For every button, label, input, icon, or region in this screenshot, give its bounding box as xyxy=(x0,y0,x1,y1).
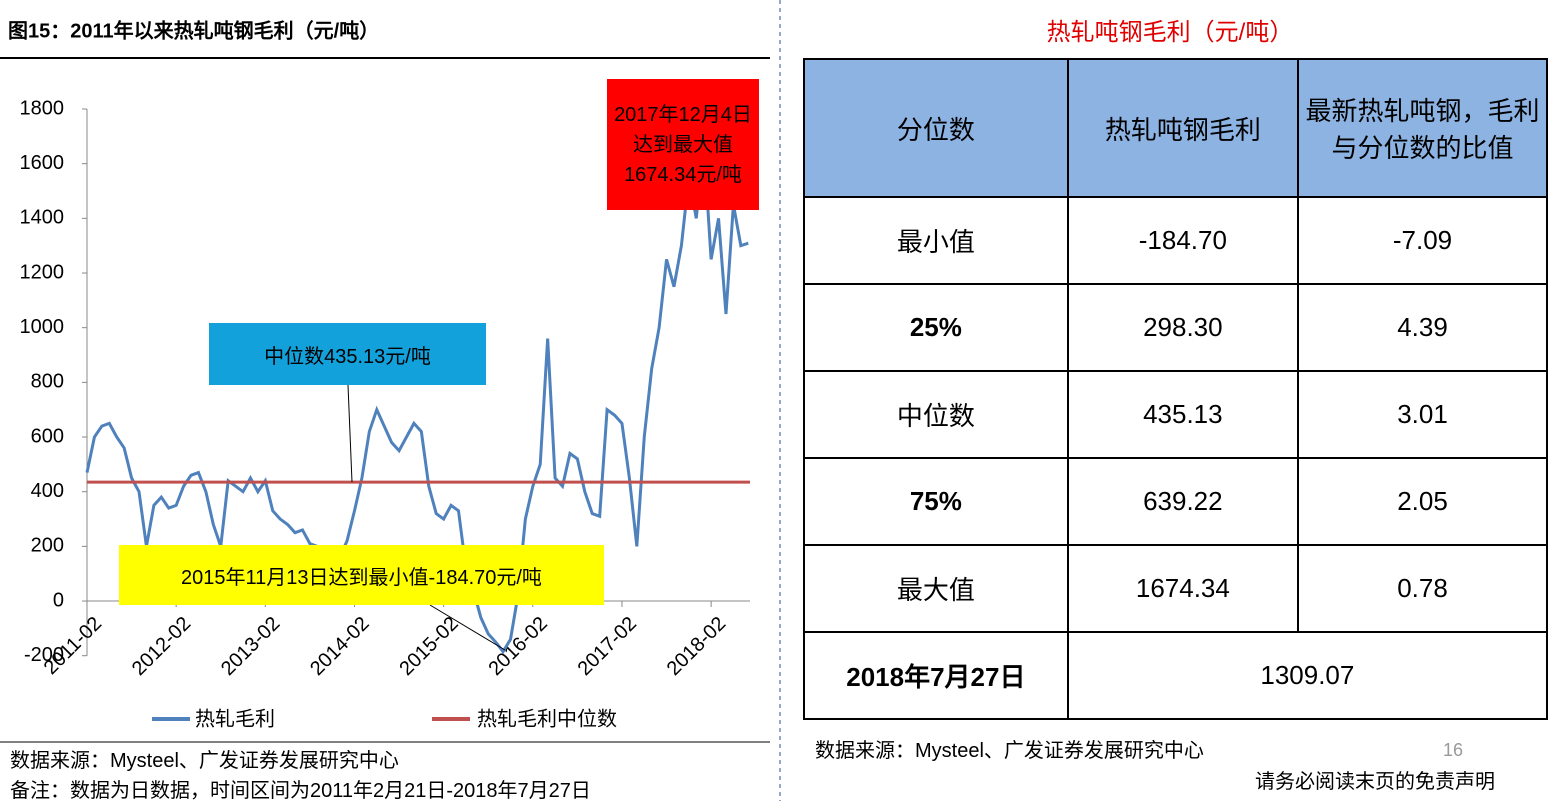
cell: 435.13 xyxy=(1066,370,1300,459)
x-tick-label: 2013-02 xyxy=(217,613,284,680)
y-tick-label: 1400 xyxy=(20,207,65,229)
y-tick-label: -200 xyxy=(24,644,64,666)
cell: 中位数 xyxy=(803,370,1069,459)
cell: 4.39 xyxy=(1297,283,1548,372)
cell: 25% xyxy=(803,283,1069,372)
row: 25% 298.30 4.39 xyxy=(803,283,1548,372)
header-row: 分位数 热轧吨钢毛利 最新热轧吨钢，毛利与分位数的比值 xyxy=(803,58,1548,198)
header-cell: 最新热轧吨钢，毛利与分位数的比值 xyxy=(1297,58,1548,198)
cell: 3.01 xyxy=(1297,370,1548,459)
y-tick-label: 0 xyxy=(53,589,64,611)
x-tick-label: 2018-02 xyxy=(663,613,730,680)
row: 75% 639.22 2.05 xyxy=(803,457,1548,546)
y-tick-label: 400 xyxy=(31,480,64,502)
y-tick-label: 200 xyxy=(31,535,64,557)
cell: 639.22 xyxy=(1066,457,1300,546)
y-tick-label: 1600 xyxy=(20,152,65,174)
y-tick-label: 1000 xyxy=(20,316,65,338)
median-annotation: 中位数435.13元/吨 xyxy=(209,323,486,385)
disclaimer: 请务必阅读末页的免责声明 xyxy=(1255,771,1495,793)
cell: 0.78 xyxy=(1297,544,1548,633)
cell: 1674.34 xyxy=(1066,544,1300,633)
chart-title: 图15：2011年以来热轧吨钢毛利（元/吨） xyxy=(8,18,379,42)
min-annotation: 2015年11月13日达到最小值-184.70元/吨 xyxy=(119,545,604,605)
header-cell: 热轧吨钢毛利 xyxy=(1066,58,1300,198)
table-source: 数据来源：Mysteel、广发证券发展研究中心 xyxy=(815,740,1204,762)
y-tick-label: 1800 xyxy=(20,97,65,119)
cell: -184.70 xyxy=(1066,196,1300,285)
x-tick-label: 2017-02 xyxy=(574,613,641,680)
page-number: 16 xyxy=(1443,740,1464,760)
leader xyxy=(429,604,506,651)
source-note: 数据来源：Mysteel、广发证券发展研究中心 xyxy=(10,750,399,772)
row: 中位数 435.13 3.01 xyxy=(803,370,1548,459)
x-tick-label: 2012-02 xyxy=(128,613,195,680)
cell: 1309.07 xyxy=(1066,631,1549,720)
legend-label: 热轧毛利中位数 xyxy=(477,707,617,730)
row: 最小值 -184.70 -7.09 xyxy=(803,196,1548,285)
y-tick-label: 600 xyxy=(31,425,64,447)
cell: 2018年7月27日 xyxy=(803,631,1069,720)
max-annotation: 2017年12月4日达到最大值1674.34元/吨 xyxy=(607,79,759,210)
cell: 298.30 xyxy=(1066,283,1300,372)
x-tick-label: 2015-02 xyxy=(395,613,462,680)
remark-note: 备注：数据为日数据，时间区间为2011年2月21日-2018年7月27日 xyxy=(10,780,591,802)
x-tick-label: 2014-02 xyxy=(306,613,373,680)
data-table: 分位数 热轧吨钢毛利 最新热轧吨钢，毛利与分位数的比值 最小值 -184.70 -7… xyxy=(803,58,1549,720)
cell: 最小值 xyxy=(803,196,1069,285)
legend-label: 热轧毛利 xyxy=(195,707,275,730)
cell: 75% xyxy=(803,457,1069,546)
line-series xyxy=(85,143,749,655)
row: 2018年7月27日 1309.07 xyxy=(803,631,1549,720)
y-tick-label: 800 xyxy=(31,371,64,393)
y-tick-label: 1200 xyxy=(20,261,65,283)
x-tick-label: 2016-02 xyxy=(484,613,551,680)
table-title: 热轧吨钢毛利（元/吨） xyxy=(1046,19,1294,46)
cell: -7.09 xyxy=(1297,196,1548,285)
cell: 最大值 xyxy=(803,544,1069,633)
leader xyxy=(347,384,353,483)
row: 最大值 1674.34 0.78 xyxy=(803,544,1548,633)
cell: 2.05 xyxy=(1297,457,1548,546)
header-cell: 分位数 xyxy=(803,58,1069,198)
